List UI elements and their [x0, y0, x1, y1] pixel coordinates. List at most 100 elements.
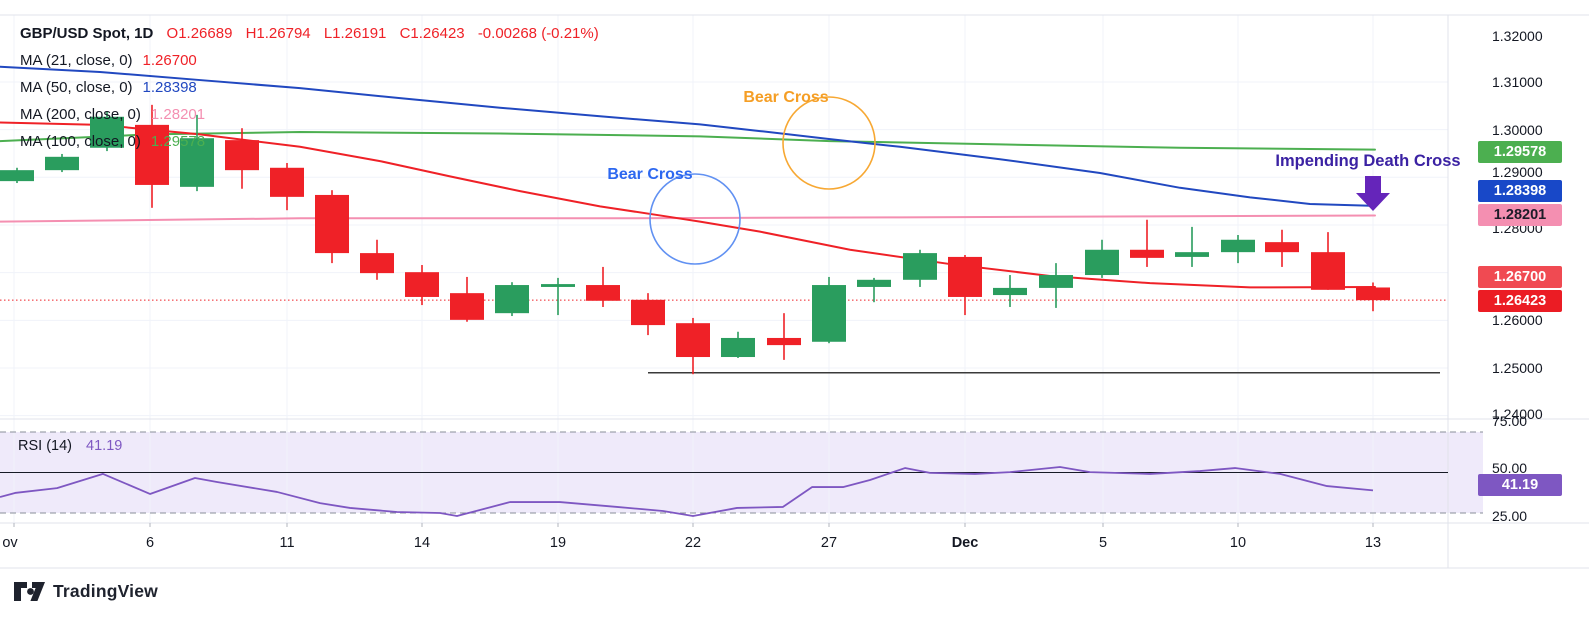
- y-axis-label: 1.29000: [1492, 164, 1543, 180]
- rsi-line[interactable]: [0, 466, 1374, 517]
- y-axis-label: 1.30000: [1492, 122, 1543, 138]
- candle-body[interactable]: [450, 293, 484, 320]
- ma-legend-row-3[interactable]: MA (100, close, 0) 1.29578: [20, 128, 599, 155]
- ma200-line: [0, 214, 1376, 223]
- ohlc-close: C1.26423: [399, 25, 465, 42]
- candle-body[interactable]: [135, 124, 169, 185]
- ohlc-low: L1.26191: [323, 25, 387, 42]
- x-axis-label: 6: [145, 535, 155, 551]
- bear-cross-circle-orange[interactable]: [782, 96, 876, 190]
- candle-body[interactable]: [1085, 249, 1119, 276]
- x-axis-label: 10: [1229, 535, 1247, 551]
- y-axis-label: 1.25000: [1492, 360, 1543, 376]
- y-axis-label: 50.00: [1492, 460, 1528, 476]
- x-axis-label: Dec: [951, 535, 979, 551]
- ma-legend-row-0[interactable]: MA (21, close, 0) 1.26700: [20, 47, 599, 74]
- y-axis-label: 1.26000: [1492, 312, 1543, 328]
- candle-body[interactable]: [586, 285, 620, 301]
- candle-body[interactable]: [812, 285, 846, 342]
- candle-body[interactable]: [1175, 252, 1209, 257]
- ma-legend-row-1[interactable]: MA (50, close, 0) 1.28398: [20, 74, 599, 101]
- tradingview-watermark[interactable]: TradingView: [14, 581, 158, 602]
- ma-value: 1.29578: [150, 133, 206, 150]
- x-axis-label: 14: [413, 535, 431, 551]
- rsi-level-lines: [0, 431, 1483, 514]
- y-axis-label: 1.24000: [1492, 406, 1543, 422]
- candle-body[interactable]: [993, 287, 1027, 296]
- candle-body[interactable]: [631, 299, 665, 326]
- ma-label: MA (100, close, 0): [20, 133, 141, 150]
- x-axis-label: ov: [2, 535, 18, 551]
- annotation-bear-cross-orange[interactable]: Bear Cross: [743, 89, 829, 106]
- ma-value: 1.26700: [142, 52, 197, 69]
- candle-body[interactable]: [270, 167, 304, 197]
- rsi-legend-row[interactable]: RSI (14) 41.19: [18, 438, 122, 454]
- pane-frame: [0, 14, 1589, 569]
- rsi-value: 41.19: [86, 438, 123, 454]
- ma-value: 1.28398: [142, 79, 197, 96]
- symbol-title[interactable]: GBP/USD Spot, 1D: [20, 25, 154, 42]
- moving-averages[interactable]: [0, 65, 1376, 289]
- candle-body[interactable]: [180, 138, 214, 187]
- ohlc-change: -0.00268 (-0.21%): [477, 25, 599, 42]
- tradingview-logo-icon: [14, 582, 45, 601]
- ma21-line: [0, 121, 1376, 289]
- ma-legend-row-2[interactable]: MA (200, close, 0) 1.28201: [20, 101, 599, 128]
- candle-body[interactable]: [495, 285, 529, 314]
- candle-body[interactable]: [541, 284, 575, 287]
- ma-legend-rows: MA (21, close, 0) 1.26700 MA (50, close, 0…: [20, 47, 599, 155]
- price-badge: 41.19: [1478, 474, 1562, 496]
- death-cross-arrow-icon[interactable]: [1356, 176, 1390, 211]
- chart-legend[interactable]: GBP/USD Spot, 1D O1.26689 H1.26794 L1.26…: [20, 20, 599, 155]
- candle-body[interactable]: [948, 256, 982, 297]
- candle-body[interactable]: [1356, 287, 1390, 301]
- candle-body[interactable]: [1265, 242, 1299, 253]
- candle-body[interactable]: [1039, 275, 1073, 288]
- ma-value: 1.28201: [150, 106, 206, 123]
- candle-body[interactable]: [90, 116, 124, 148]
- candle-body[interactable]: [405, 272, 439, 297]
- time-axis[interactable]: ov 6 11 14 19 22 27 Dec 5 10 13: [0, 523, 1448, 557]
- ohlc-high: H1.26794: [245, 25, 311, 42]
- candle-body[interactable]: [1311, 252, 1345, 290]
- bear-cross-circle-blue[interactable]: [649, 173, 741, 265]
- candle-body[interactable]: [45, 156, 79, 171]
- symbol-header-row[interactable]: GBP/USD Spot, 1D O1.26689 H1.26794 L1.26…: [20, 20, 599, 47]
- candles[interactable]: [0, 104, 1390, 375]
- candle-body[interactable]: [0, 170, 34, 182]
- candle-body[interactable]: [1221, 239, 1255, 253]
- candle-body[interactable]: [676, 323, 710, 358]
- y-axis-label: 1.31000: [1492, 74, 1543, 90]
- x-axis-label: 5: [1098, 535, 1108, 551]
- x-axis-label: 27: [820, 535, 838, 551]
- ma50-line: [0, 65, 1376, 207]
- tradingview-watermark-text: TradingView: [53, 581, 158, 601]
- candle-body[interactable]: [903, 253, 937, 280]
- y-axis-label: 75.00: [1492, 413, 1528, 429]
- price-badge: 1.28201: [1478, 204, 1562, 226]
- price-badge: 1.26700: [1478, 266, 1562, 288]
- rsi-label: RSI (14): [18, 438, 72, 454]
- candle-body[interactable]: [857, 279, 891, 287]
- candle-body[interactable]: [360, 253, 394, 274]
- ma-label: MA (21, close, 0): [20, 52, 133, 69]
- ma-label: MA (50, close, 0): [20, 79, 133, 96]
- annotation-impending-death-cross[interactable]: Impending Death Cross: [1275, 152, 1461, 170]
- candle-body[interactable]: [767, 337, 801, 346]
- x-axis-label: 13: [1364, 535, 1382, 551]
- price-badge: 1.26423: [1478, 290, 1562, 312]
- x-axis-label: 22: [684, 535, 702, 551]
- candle-body[interactable]: [315, 194, 349, 254]
- candle-body[interactable]: [721, 337, 755, 358]
- candle-body[interactable]: [225, 140, 259, 171]
- y-axis-label: 25.00: [1492, 508, 1528, 524]
- price-badge: 1.28398: [1478, 180, 1562, 202]
- ohlc-open: O1.26689: [166, 25, 233, 42]
- annotation-bear-cross-blue[interactable]: Bear Cross: [607, 166, 693, 183]
- price-axis[interactable]: 1.32000 1.31000 1.30000 1.29000 1.28000 1.260…: [1448, 0, 1589, 568]
- candle-body[interactable]: [1130, 249, 1164, 258]
- x-axis-label: 11: [279, 535, 295, 551]
- ma-label: MA (200, close, 0): [20, 106, 141, 123]
